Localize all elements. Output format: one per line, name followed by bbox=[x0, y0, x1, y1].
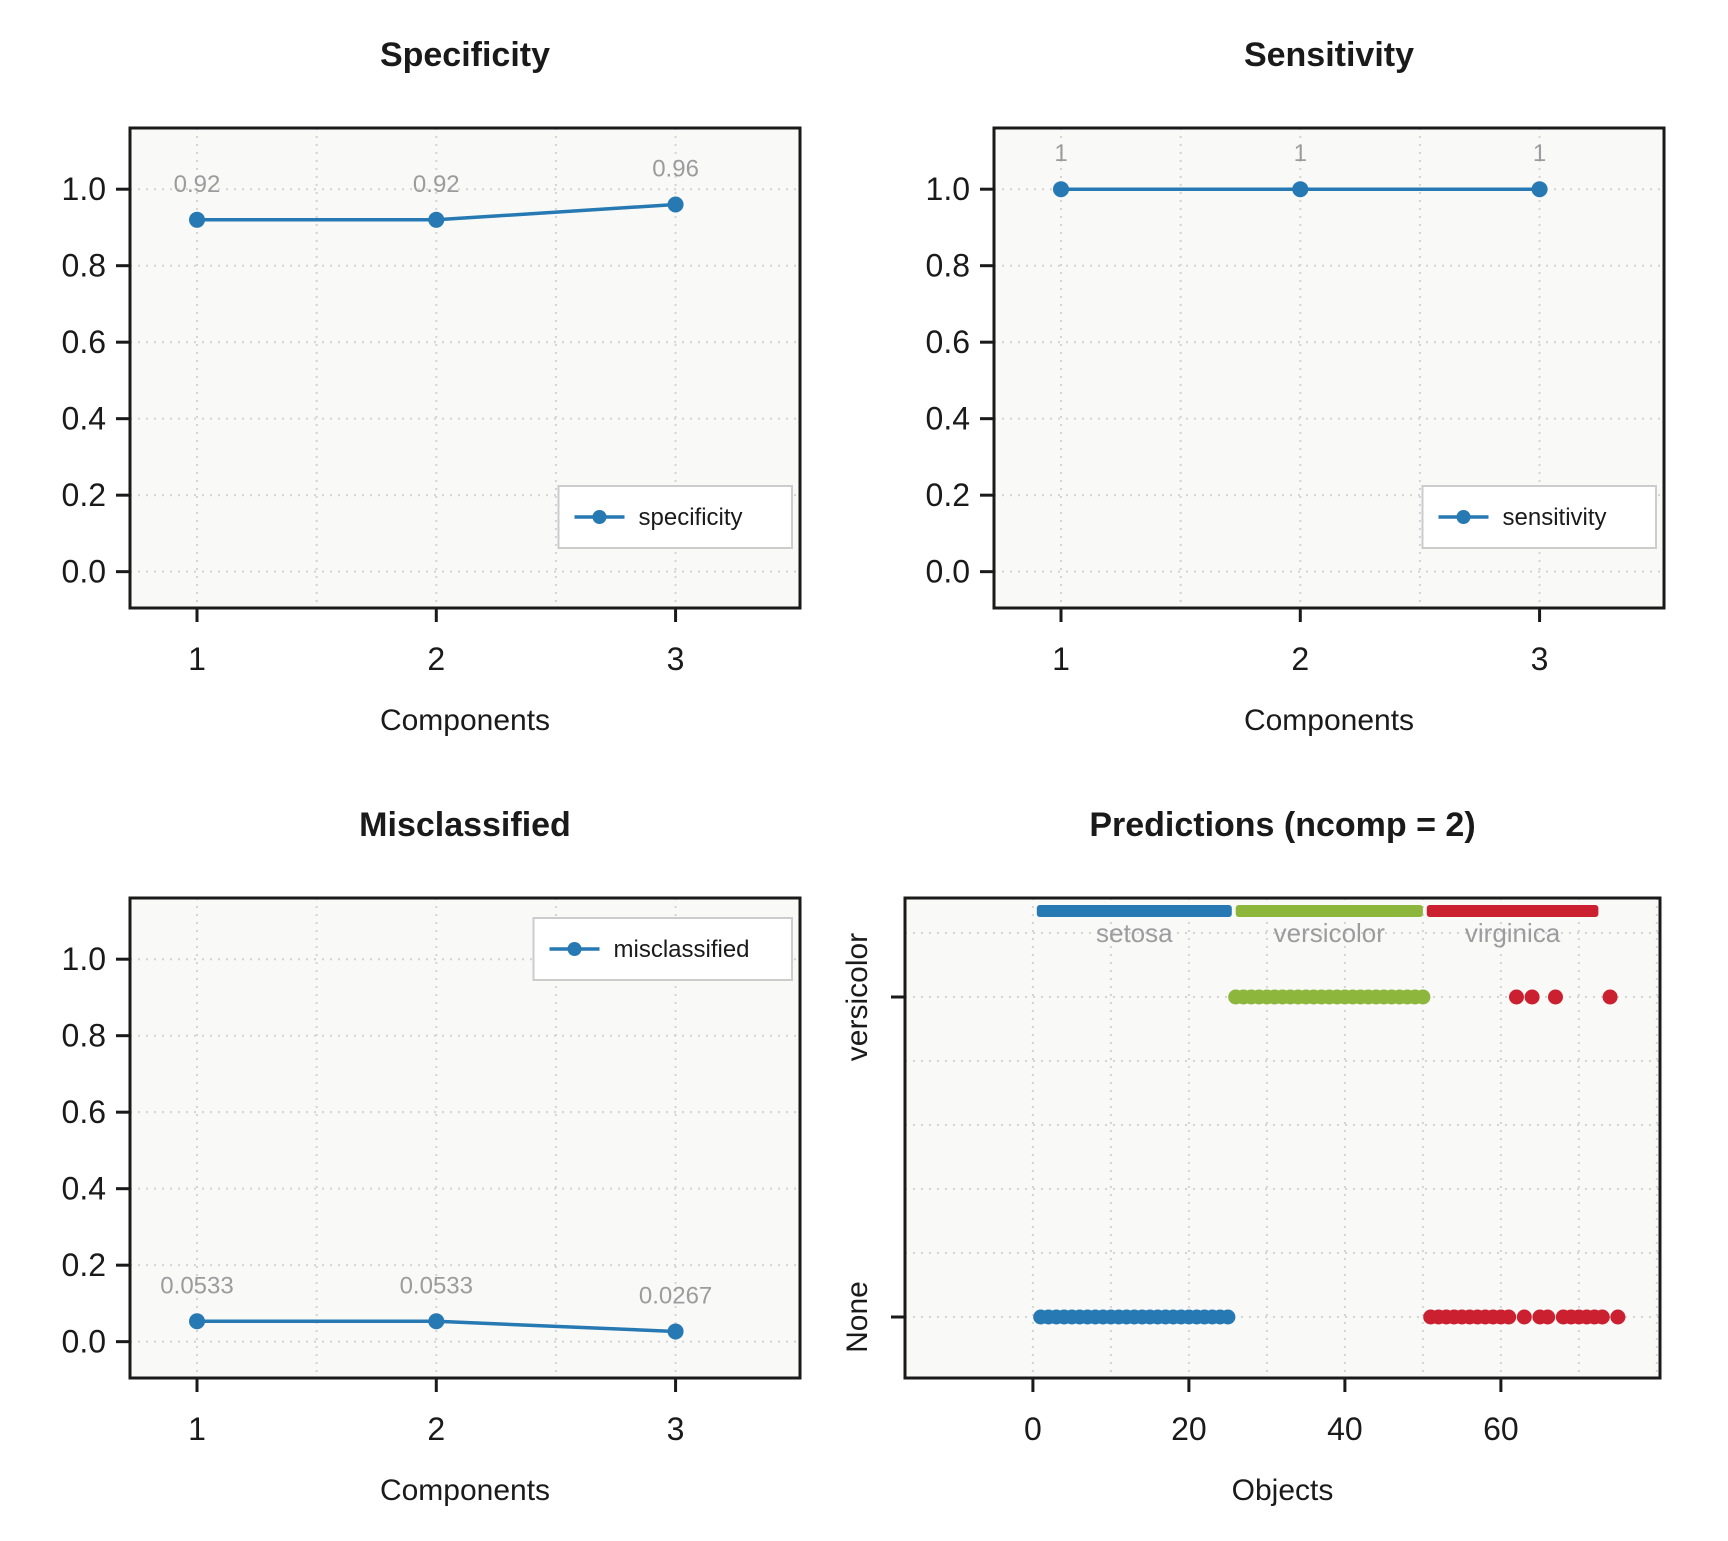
y-tick-label: 1.0 bbox=[62, 941, 106, 977]
x-tick-label: 20 bbox=[1171, 1411, 1207, 1447]
legend-point-sample bbox=[567, 942, 582, 956]
x-tick-label: 1 bbox=[188, 641, 206, 677]
y-tick-label: 0.2 bbox=[926, 477, 970, 513]
x-tick-label: 2 bbox=[427, 1411, 445, 1447]
data-point-label: 0.92 bbox=[174, 171, 221, 198]
prediction-point bbox=[1610, 1309, 1626, 1325]
plot-panel bbox=[905, 898, 1660, 1378]
data-point-label: 0.0533 bbox=[160, 1272, 233, 1299]
plot-title: Specificity bbox=[380, 36, 550, 74]
data-point bbox=[189, 211, 205, 228]
y-tick-label: 1.0 bbox=[926, 171, 970, 207]
y-tick-label: 0.8 bbox=[62, 1018, 106, 1054]
data-point-label: 1 bbox=[1054, 140, 1067, 167]
x-tick-label: 2 bbox=[427, 641, 445, 677]
data-point bbox=[428, 211, 445, 228]
data-point-label: 0.0267 bbox=[639, 1282, 712, 1309]
prediction-point bbox=[1508, 989, 1524, 1005]
y-tick-label: 0.6 bbox=[926, 324, 970, 360]
x-axis-label: Components bbox=[1244, 704, 1414, 737]
legend-label: misclassified bbox=[614, 936, 750, 963]
prediction-point bbox=[1524, 989, 1540, 1005]
x-tick-label: 1 bbox=[188, 1411, 206, 1447]
y-tick-label: 0.2 bbox=[62, 1247, 106, 1283]
plot-title: Predictions (ncomp = 2) bbox=[1089, 806, 1475, 844]
data-point-label: 1 bbox=[1294, 140, 1307, 167]
data-point bbox=[428, 1313, 445, 1330]
plot-frame bbox=[128, 126, 802, 610]
prediction-point bbox=[1547, 989, 1563, 1005]
y-category-label: None bbox=[841, 1281, 874, 1353]
prediction-point bbox=[1220, 1309, 1236, 1325]
x-axis-label: Components bbox=[380, 704, 550, 737]
legend-point-sample bbox=[1456, 510, 1471, 524]
group-bar-setosa bbox=[1036, 905, 1232, 917]
x-tick-label: 1 bbox=[1052, 641, 1070, 677]
data-point bbox=[1053, 181, 1069, 198]
data-point bbox=[1292, 181, 1309, 198]
y-tick-label: 0.2 bbox=[62, 477, 106, 513]
plot-title: Misclassified bbox=[359, 806, 571, 844]
x-tick-label: 60 bbox=[1483, 1411, 1519, 1447]
chart-predictions: Predictions (ncomp = 2) Objects 0 20 40 60 Non… bbox=[841, 806, 1662, 1507]
data-point bbox=[189, 1313, 205, 1330]
x-tick-label: 3 bbox=[667, 1411, 685, 1447]
x-tick-label: 3 bbox=[667, 641, 685, 677]
y-tick-label: 0.0 bbox=[926, 554, 970, 590]
prediction-point bbox=[1540, 1309, 1556, 1325]
prediction-point bbox=[1594, 1309, 1610, 1325]
y-tick-label: 0.0 bbox=[62, 1324, 106, 1360]
y-tick-label: 0.0 bbox=[62, 554, 106, 590]
prediction-point bbox=[1602, 989, 1618, 1005]
y-tick-label: 0.6 bbox=[62, 1094, 106, 1130]
plot-frame bbox=[992, 126, 1666, 610]
group-bar-versicolor bbox=[1235, 905, 1423, 917]
y-tick-label: 0.6 bbox=[62, 324, 106, 360]
data-point-label: 0.0533 bbox=[400, 1272, 473, 1299]
x-axis-label: Components bbox=[380, 1474, 550, 1507]
x-axis-label: Objects bbox=[1232, 1474, 1334, 1507]
x-tick-label: 3 bbox=[1531, 641, 1549, 677]
y-category-label: versicolor bbox=[841, 933, 874, 1061]
x-tick-label: 40 bbox=[1327, 1411, 1363, 1447]
group-label: setosa bbox=[1096, 918, 1173, 948]
data-point-label: 1 bbox=[1533, 140, 1546, 167]
group-label: versicolor bbox=[1274, 918, 1386, 948]
legend-label: sensitivity bbox=[1503, 504, 1607, 531]
y-tick-label: 0.8 bbox=[62, 248, 106, 284]
data-point bbox=[667, 1323, 684, 1340]
plot-title: Sensitivity bbox=[1244, 36, 1414, 74]
y-tick-label: 0.4 bbox=[62, 401, 106, 437]
prediction-point bbox=[1516, 1309, 1532, 1325]
y-tick-label: 0.4 bbox=[926, 401, 970, 437]
group-label: virginica bbox=[1465, 918, 1561, 948]
data-point-label: 0.96 bbox=[652, 155, 699, 182]
chart-sensitivity: Sensitivity Components 1 2 3 0.0 0.2 0.4 0.6 0.8 1… bbox=[926, 36, 1666, 737]
chart-specificity: Specificity Components 1 2 3 0.0 0.2 0.4 0.6 0.8 1… bbox=[62, 36, 802, 737]
x-tick-label: 2 bbox=[1291, 641, 1309, 677]
legend-label: specificity bbox=[639, 504, 743, 531]
data-point bbox=[1531, 181, 1548, 198]
legend-point-sample bbox=[592, 510, 607, 524]
y-tick-label: 0.8 bbox=[926, 248, 970, 284]
prediction-point bbox=[1501, 1309, 1517, 1325]
chart-misclassified: Misclassified Components 1 2 3 0.0 0.2 0.4 0.6 0.… bbox=[62, 806, 802, 1507]
plot-frame bbox=[128, 896, 802, 1380]
data-point-label: 0.92 bbox=[413, 171, 460, 198]
x-tick-label: 0 bbox=[1024, 1411, 1042, 1447]
prediction-point bbox=[1415, 989, 1431, 1005]
group-bar-virginica bbox=[1426, 905, 1599, 917]
plot-frame bbox=[903, 896, 1662, 1380]
data-point bbox=[667, 196, 684, 213]
y-tick-label: 0.4 bbox=[62, 1171, 106, 1207]
y-tick-label: 1.0 bbox=[62, 171, 106, 207]
